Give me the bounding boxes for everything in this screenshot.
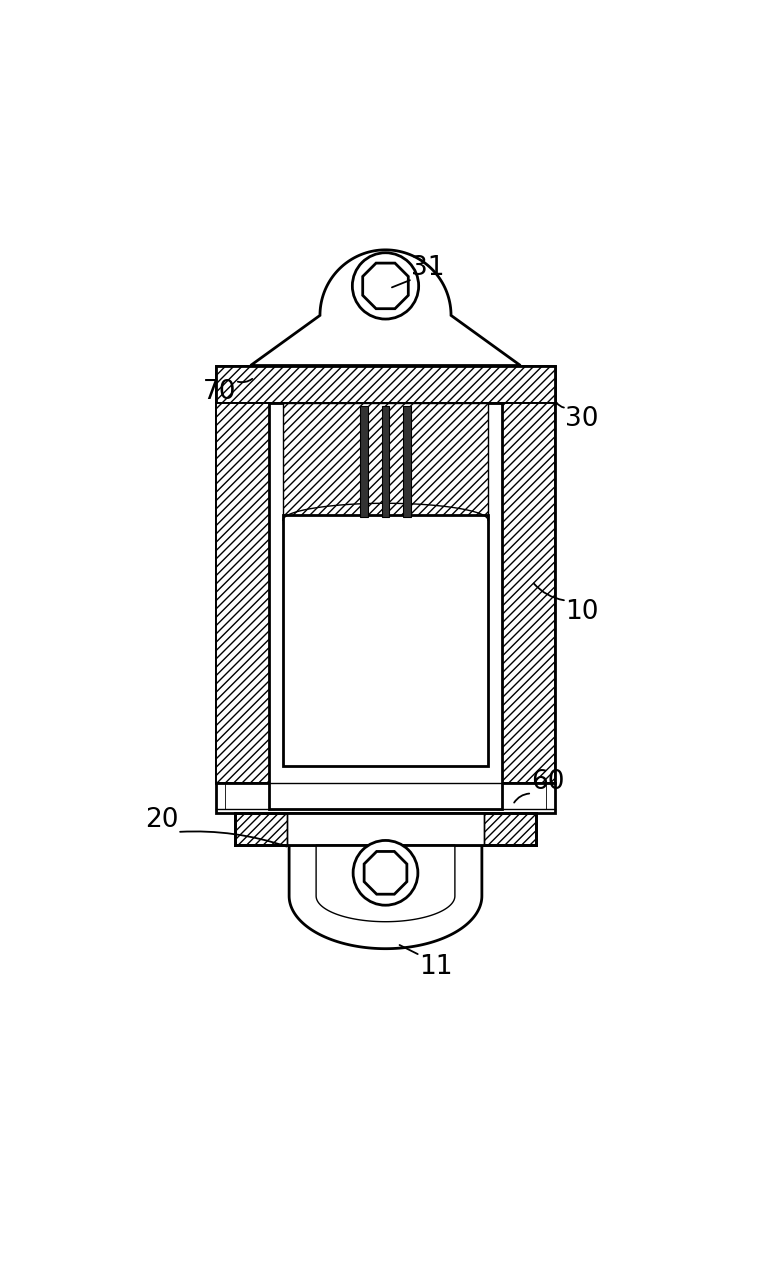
Bar [235, 812, 536, 845]
Text: 20: 20 [145, 807, 179, 834]
Text: 11: 11 [419, 954, 453, 980]
Bar [216, 365, 555, 812]
Bar [287, 812, 484, 845]
Bar [269, 403, 502, 808]
Circle shape [352, 253, 419, 320]
Bar [216, 365, 555, 403]
Circle shape [353, 840, 418, 906]
Polygon shape [316, 845, 455, 922]
Polygon shape [289, 845, 482, 949]
Text: 31: 31 [411, 255, 445, 280]
Polygon shape [251, 250, 520, 365]
Bar [497, 403, 555, 783]
Text: 30: 30 [565, 407, 599, 432]
Text: 10: 10 [565, 599, 599, 625]
Bar [283, 403, 488, 524]
Bar [360, 407, 368, 517]
Text: 60: 60 [530, 769, 564, 794]
Bar [216, 403, 274, 783]
Bar [283, 515, 488, 767]
Bar [382, 407, 389, 517]
Text: 70: 70 [203, 379, 237, 405]
Bar [403, 407, 411, 517]
